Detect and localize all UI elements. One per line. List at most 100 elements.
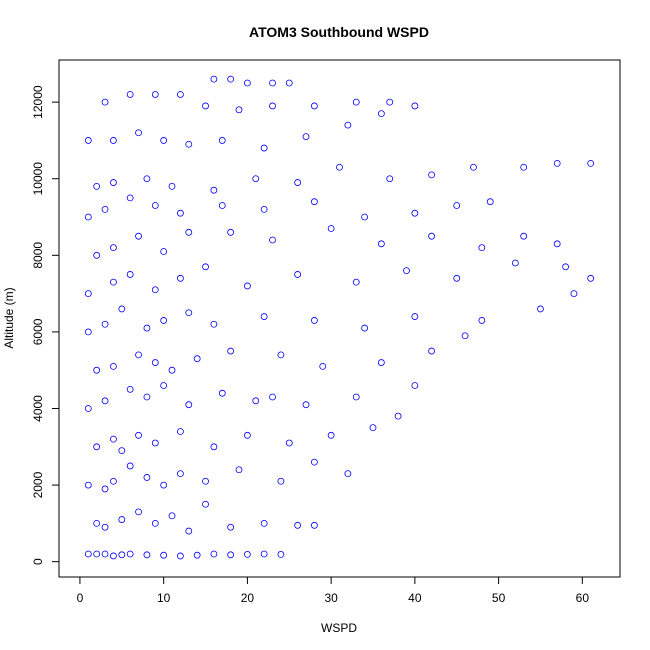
data-point <box>160 317 168 324</box>
data-point <box>185 140 193 148</box>
data-point <box>277 351 285 359</box>
data-point <box>135 129 142 137</box>
data-point <box>310 198 318 206</box>
data-point <box>243 431 251 439</box>
data-point <box>160 137 168 144</box>
data-point <box>84 328 92 336</box>
data-point <box>177 428 184 435</box>
data-point <box>411 313 419 320</box>
data-point <box>93 550 101 558</box>
data-point <box>177 274 184 282</box>
data-point <box>160 481 168 489</box>
x-tick-label: 60 <box>576 591 590 605</box>
data-point <box>403 267 410 275</box>
data-point <box>478 244 486 252</box>
data-point <box>470 163 477 171</box>
data-point <box>93 366 101 374</box>
data-point <box>344 121 352 129</box>
data-point <box>101 320 109 328</box>
data-point <box>151 439 159 447</box>
data-point <box>110 137 117 144</box>
data-point <box>511 259 519 267</box>
data-point <box>562 263 569 271</box>
data-point <box>336 163 343 171</box>
data-point <box>377 110 385 118</box>
data-point <box>461 332 469 340</box>
data-point <box>486 198 494 206</box>
y-tick-label: 0 <box>31 558 45 565</box>
data-point <box>110 435 117 443</box>
data-point <box>126 462 134 470</box>
data-point <box>143 474 151 481</box>
data-point <box>177 209 184 217</box>
y-axis-label: Altitude (m) <box>2 287 16 348</box>
x-tick-label: 30 <box>324 591 338 605</box>
data-point <box>327 431 335 439</box>
data-point <box>160 248 168 255</box>
data-point <box>386 175 394 183</box>
data-point <box>101 397 109 405</box>
data-point <box>587 274 595 282</box>
data-point <box>101 485 109 493</box>
data-point <box>168 182 176 190</box>
data-point <box>84 137 92 144</box>
data-point <box>160 382 168 389</box>
plot-frame <box>58 59 621 578</box>
data-point <box>84 213 92 221</box>
data-point <box>218 202 226 209</box>
data-point <box>101 523 109 531</box>
data-point <box>118 447 126 455</box>
data-point <box>210 320 218 328</box>
data-point <box>369 424 377 432</box>
data-point <box>294 521 302 529</box>
data-point <box>84 290 92 298</box>
data-point <box>177 552 184 560</box>
data-point <box>193 551 201 559</box>
data-point <box>377 359 385 366</box>
data-point <box>428 171 436 179</box>
data-point <box>243 79 251 87</box>
data-point <box>260 144 268 152</box>
data-point <box>210 550 218 558</box>
x-tick-label: 0 <box>77 591 84 605</box>
data-point <box>126 271 134 278</box>
data-point <box>93 182 101 190</box>
data-point <box>110 477 117 485</box>
data-point <box>587 159 595 167</box>
data-point <box>428 232 436 240</box>
data-point <box>520 163 528 171</box>
data-point <box>260 205 268 213</box>
data-point <box>327 225 335 232</box>
data-point <box>202 102 209 110</box>
data-point <box>235 466 243 474</box>
data-point <box>151 286 159 294</box>
x-tick-label: 10 <box>157 591 171 605</box>
data-point <box>93 251 101 259</box>
data-point <box>252 175 260 183</box>
data-point <box>202 500 209 508</box>
data-point <box>260 313 268 320</box>
data-point <box>260 519 268 527</box>
data-point <box>428 347 436 355</box>
data-point <box>411 102 419 110</box>
data-point <box>453 202 461 209</box>
data-point <box>285 439 293 447</box>
data-point <box>218 137 226 144</box>
y-tick-label: 10000 <box>31 162 45 196</box>
data-point <box>168 366 176 374</box>
data-point <box>520 232 528 240</box>
data-point <box>185 527 193 535</box>
data-point <box>151 519 159 527</box>
data-point <box>177 470 184 478</box>
y-tick-label: 8000 <box>31 242 45 269</box>
data-point <box>361 213 369 221</box>
x-axis: 0 10 20 30 40 50 60 <box>77 576 590 605</box>
data-point <box>110 244 117 252</box>
x-tick-label: 40 <box>408 591 422 605</box>
data-point <box>269 79 276 87</box>
y-tick-label: 6000 <box>31 318 45 345</box>
data-point <box>411 382 419 389</box>
chart-title: ATOM3 Southbound WSPD <box>249 24 429 40</box>
y-tick-label: 2000 <box>31 471 45 498</box>
data-point <box>302 401 310 409</box>
